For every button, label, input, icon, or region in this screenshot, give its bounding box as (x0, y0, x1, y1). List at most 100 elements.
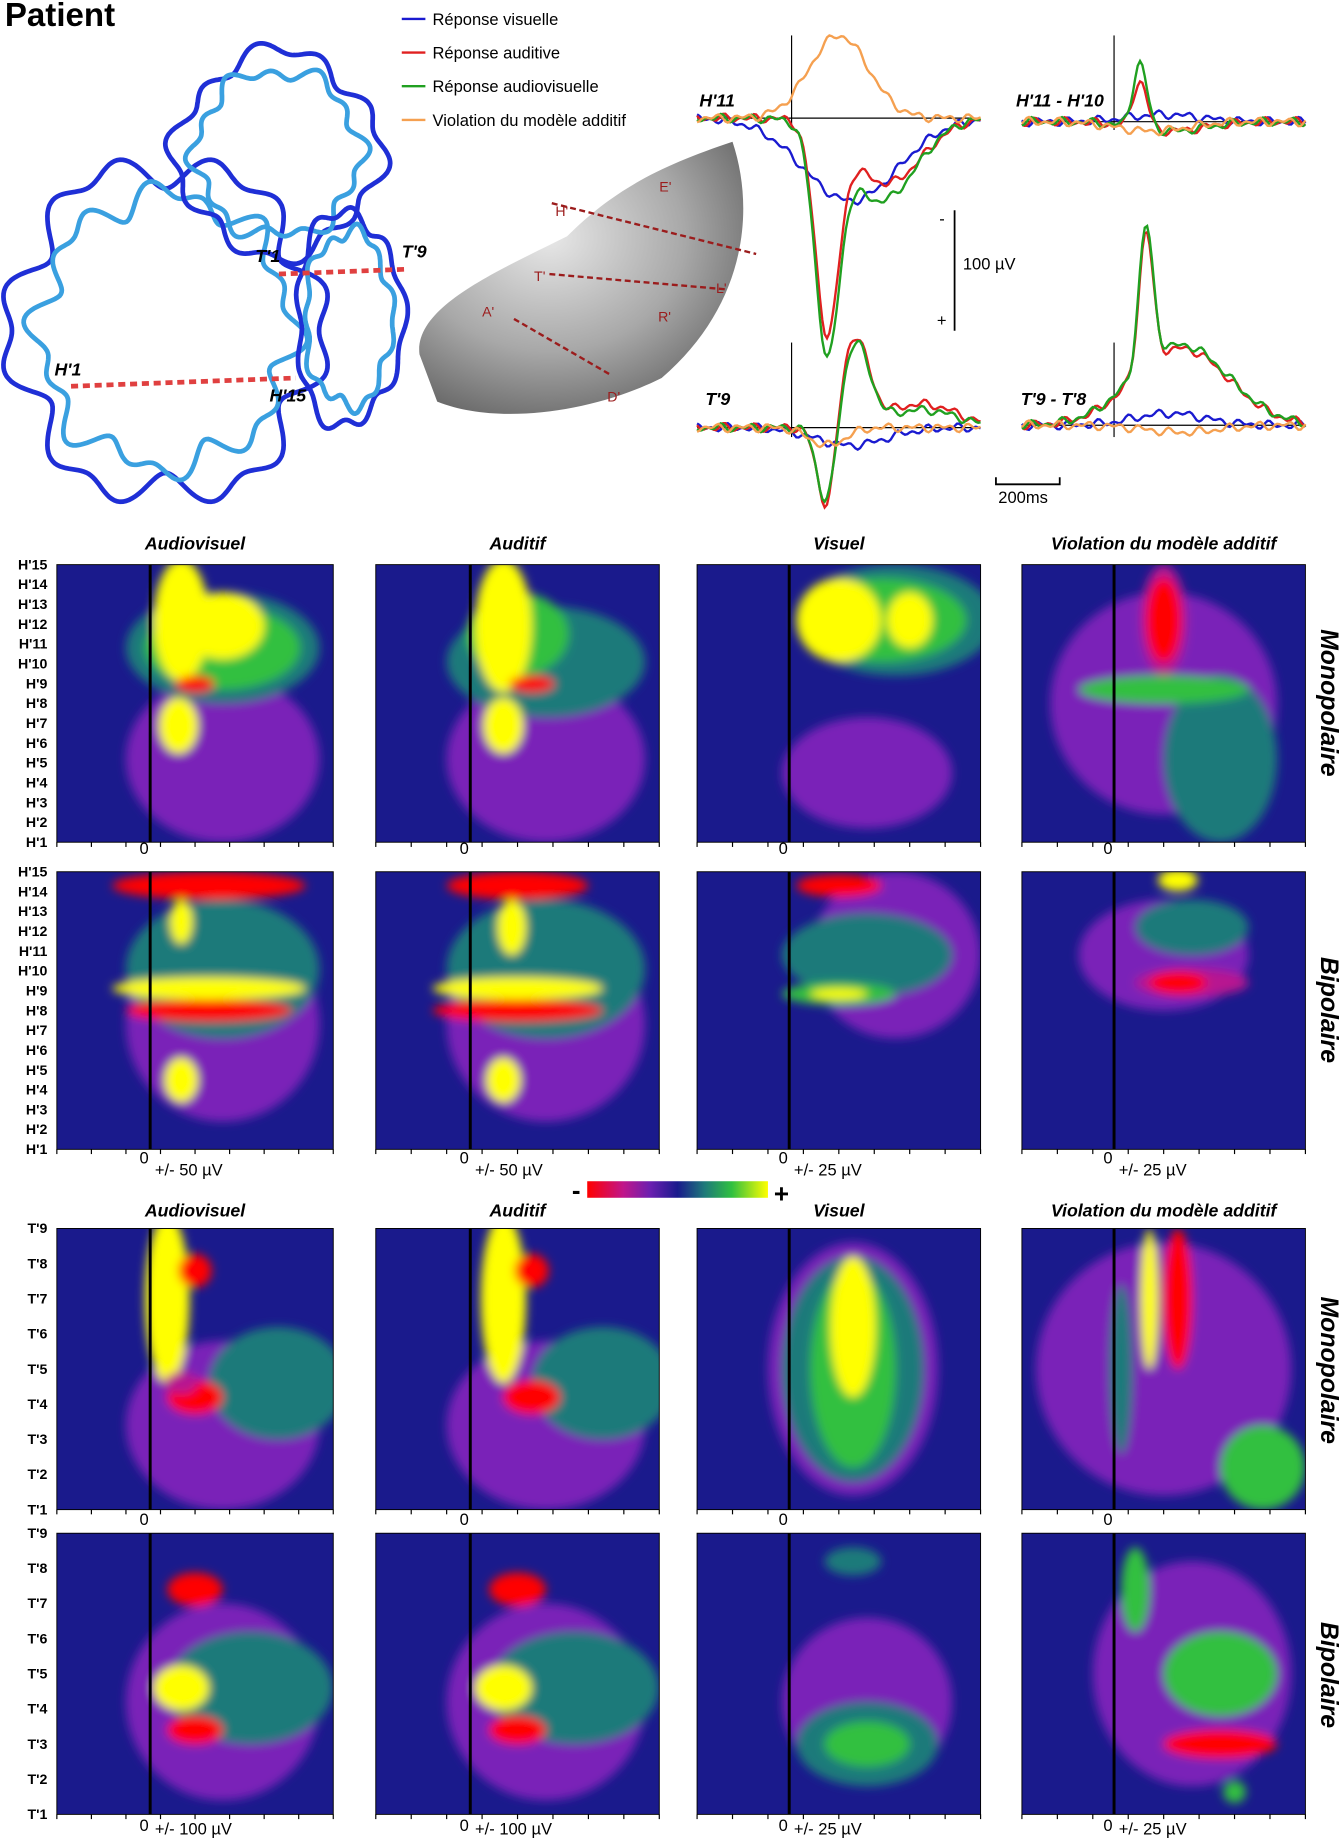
activity-blob (167, 1715, 223, 1745)
heatmap-fill (1078, 871, 1249, 1011)
contact-label: T'8 (28, 1256, 48, 1272)
activity-blob (782, 717, 953, 829)
heatmap-fill (1036, 1228, 1306, 1510)
activity-blob (475, 1665, 532, 1711)
contact-label: H'1 (26, 835, 48, 851)
activity-blob (486, 1057, 521, 1103)
scale-amplitude: 100 µV (963, 254, 1016, 273)
trace-curve (1021, 408, 1307, 432)
zero-label: 0 (1103, 1510, 1112, 1529)
heatmap (56, 1532, 334, 1820)
trace-label: T'9 (705, 389, 730, 409)
heatmap-fill (125, 1228, 334, 1510)
heatmap-frame (696, 871, 982, 1150)
activity-blob (208, 1326, 334, 1440)
cortex-inner (182, 67, 373, 240)
trace-curve (696, 422, 981, 449)
electrode-label: R' (658, 309, 671, 325)
heatmap (1021, 1228, 1307, 1515)
mode-label: Monopolaire (1315, 629, 1341, 777)
activity-blob (503, 1380, 561, 1415)
range-label: +/- 50 µV (155, 1160, 223, 1179)
legend-label: Violation du modèle additif (432, 111, 626, 130)
electrode-line (551, 202, 757, 256)
heatmap (1021, 564, 1307, 847)
activity-blob (497, 899, 527, 956)
time-bar (995, 477, 1061, 486)
activity-blob (1135, 899, 1249, 956)
trace-curve (696, 112, 982, 359)
heatmap (375, 1532, 660, 1820)
electrode-h (70, 375, 296, 389)
heatmap (1021, 1532, 1307, 1820)
figure-title: Patient (5, 0, 115, 34)
column-title: Visuel (813, 1201, 866, 1221)
column-title: Auditif (489, 1201, 548, 1221)
trace-curve (696, 339, 981, 504)
contact-label: H'7 (26, 1023, 48, 1039)
activity-blob (164, 1057, 198, 1103)
heatmap (696, 564, 982, 847)
contact-label: H'11 (19, 944, 48, 960)
legend-label: Réponse auditive (432, 43, 560, 62)
activity-blob (167, 1572, 223, 1607)
heatmap-fill (446, 564, 646, 843)
activity-blob (782, 913, 953, 997)
activity-blob (514, 1253, 549, 1288)
activity-blob (810, 988, 868, 1000)
activity-blob (489, 1631, 660, 1745)
range-label: +/- 25 µV (794, 1819, 862, 1838)
anatomy-label: H'15 (269, 386, 307, 406)
contact-label: H'3 (26, 795, 48, 811)
zero-label: 0 (460, 839, 469, 858)
electrode-label: E' (659, 179, 671, 195)
heatmap (56, 1228, 334, 1515)
trace-curve (696, 113, 981, 206)
heatmap (696, 1532, 982, 1820)
heatmap-fill (446, 1572, 660, 1801)
heatmap (56, 871, 334, 1155)
activity-blob (125, 999, 292, 1022)
activity-blob (483, 697, 524, 754)
activity-blob (475, 564, 532, 693)
activity-blob (887, 592, 933, 648)
activity-blob (796, 578, 882, 662)
contact-label: H'4 (26, 1083, 48, 1099)
column-title: Violation du modèle additif (1051, 1201, 1279, 1221)
trace-curve (1021, 419, 1307, 437)
zero-label: 0 (140, 1816, 149, 1835)
electrode-line (549, 272, 727, 291)
contact-label: H'12 (18, 924, 47, 940)
contact-label: T'4 (28, 1397, 48, 1413)
activity-blob (432, 977, 603, 1000)
zero-label: 0 (779, 1149, 788, 1168)
activity-blob (824, 1547, 882, 1576)
heatmap-fill (782, 564, 981, 829)
zero-label: 0 (460, 1816, 469, 1835)
contact-label: T'4 (28, 1702, 48, 1718)
heatmap-frame (56, 871, 334, 1150)
trace-panel: T'9 - T'8 (1021, 223, 1307, 438)
activity-blob (178, 1253, 212, 1288)
zero-label: 0 (1103, 1149, 1112, 1168)
activity-blob (153, 564, 209, 682)
contact-label: H'5 (26, 1063, 48, 1079)
contact-label: T'5 (28, 1362, 48, 1378)
heatmap-frame (1021, 871, 1306, 1150)
zero-label: 0 (1103, 839, 1112, 858)
zero-label: 0 (779, 839, 788, 858)
activity-blob (1149, 971, 1207, 994)
activity-blob (1146, 578, 1181, 662)
contact-label: H'15 (18, 864, 47, 880)
trace-panel: T'9 (696, 338, 981, 510)
activity-blob (159, 697, 198, 754)
scale-time: 200ms (998, 488, 1048, 507)
legend-label: Réponse audiovisuelle (432, 77, 598, 96)
column-title: Visuel (813, 533, 866, 553)
heatmap-fill (125, 564, 320, 843)
activity-blob (824, 1721, 910, 1767)
contact-label: H'6 (26, 736, 48, 752)
contact-label: H'10 (18, 964, 47, 980)
heatmap-fill (782, 871, 981, 1039)
